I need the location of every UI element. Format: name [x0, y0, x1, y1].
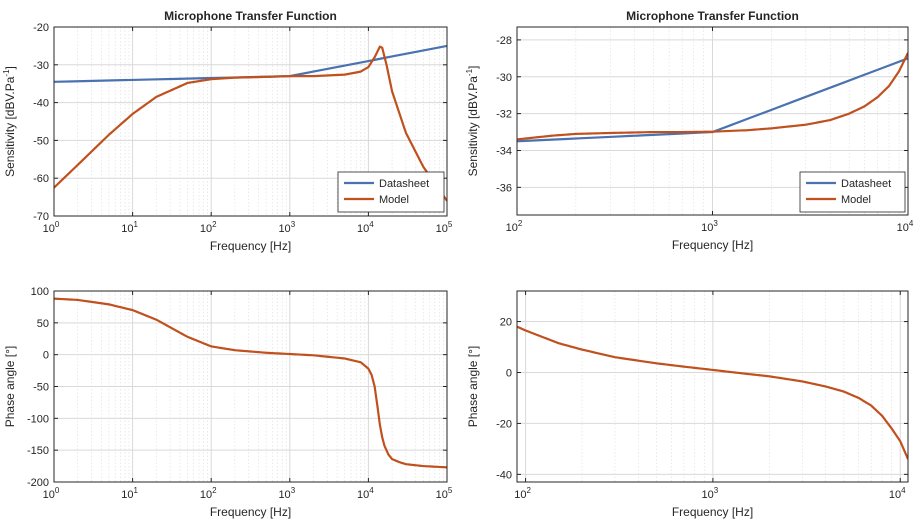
- y-axis-label: Phase angle [°]: [3, 346, 17, 428]
- x-tick-label: 105: [436, 220, 453, 235]
- legend: Datasheet Model: [799, 171, 906, 213]
- y-tick-label: -50: [33, 135, 49, 147]
- y-tick-label: 0: [506, 367, 512, 379]
- y-tick-label: 20: [500, 317, 512, 329]
- x-axis-label: Frequency [Hz]: [210, 239, 291, 253]
- plot-frame: [53, 26, 448, 217]
- chart-title: Microphone Transfer Function: [626, 9, 799, 23]
- y-tick-label: -30: [496, 72, 512, 84]
- x-tick-label: 100: [43, 220, 60, 235]
- chart-phase-zoom: 102 103 104 -40 -20 0 20 Frequency [Hz] Phase an…: [466, 290, 909, 519]
- y-tick-label: 0: [43, 350, 49, 362]
- chart-title: Microphone Transfer Function: [164, 9, 337, 23]
- y-tick-label: -32: [496, 109, 512, 121]
- x-tick-label: 105: [436, 486, 453, 501]
- y-tick-label: -60: [33, 173, 49, 185]
- x-tick-label: 102: [200, 486, 217, 501]
- x-tick-label: 102: [200, 220, 217, 235]
- x-axis-label: Frequency [Hz]: [210, 505, 291, 519]
- x-tick-label: 103: [701, 219, 718, 234]
- x-tick-label: 102: [506, 219, 523, 234]
- y-axis-label: Phase angle [°]: [466, 346, 480, 428]
- legend-label-model: Model: [841, 194, 871, 206]
- y-tick-label: 100: [31, 286, 49, 298]
- chart-mag-zoom: 102 103 104 -36 -34 -32 -30 -28 Microphone Trans…: [465, 9, 914, 252]
- chart-mag-full: 100 101 102 103 104 105 -70 -60 -50 -40 -30 -20 Micr…: [2, 9, 453, 253]
- x-tick-label: 102: [514, 486, 531, 501]
- x-axis-label: Frequency [Hz]: [672, 505, 753, 519]
- x-tick-label: 103: [278, 220, 295, 235]
- y-tick-label: -20: [496, 418, 512, 430]
- y-tick-label: -100: [27, 413, 49, 425]
- legend-label-model: Model: [379, 194, 409, 206]
- y-tick-label: -50: [33, 382, 49, 394]
- y-tick-label: -40: [496, 469, 512, 481]
- legend-label-datasheet: Datasheet: [841, 178, 891, 190]
- series-line-model: [517, 325, 908, 460]
- legend-box: [337, 171, 445, 213]
- y-tick-label: -34: [496, 145, 512, 157]
- y-axis-label: Sensitivity [dBV.Pa-1]: [2, 66, 17, 177]
- x-tick-label: 101: [121, 220, 138, 235]
- series-line-model: [54, 45, 447, 202]
- legend: Datasheet Model: [337, 171, 445, 213]
- y-tick-label: -150: [27, 445, 49, 457]
- y-tick-label: -40: [33, 98, 49, 110]
- x-tick-label: 104: [357, 220, 374, 235]
- series-line-model: [517, 52, 908, 141]
- x-tick-label: 104: [357, 486, 374, 501]
- legend-box: [799, 171, 906, 213]
- y-axis-label: Sensitivity [dBV.Pa-1]: [465, 66, 480, 177]
- y-tick-label: -36: [496, 182, 512, 194]
- chart-phase-full: 100 101 102 103 104 105 -200 -150 -100 -50 0 50 100 F…: [3, 286, 453, 519]
- x-tick-label: 103: [702, 486, 719, 501]
- x-tick-label: 104: [889, 486, 906, 501]
- x-tick-label: 103: [278, 486, 295, 501]
- y-tick-label: -200: [27, 477, 49, 489]
- y-tick-label: -20: [33, 22, 49, 34]
- y-tick-label: -28: [496, 35, 512, 47]
- x-tick-label: 100: [43, 486, 60, 501]
- x-tick-label: 104: [897, 219, 914, 234]
- series-line-model: [54, 297, 447, 469]
- y-tick-label: -70: [33, 211, 49, 223]
- x-axis-label: Frequency [Hz]: [672, 238, 753, 252]
- x-tick-label: 101: [121, 486, 138, 501]
- legend-label-datasheet: Datasheet: [379, 178, 429, 190]
- y-tick-label: 50: [37, 318, 49, 330]
- y-tick-label: -30: [33, 60, 49, 72]
